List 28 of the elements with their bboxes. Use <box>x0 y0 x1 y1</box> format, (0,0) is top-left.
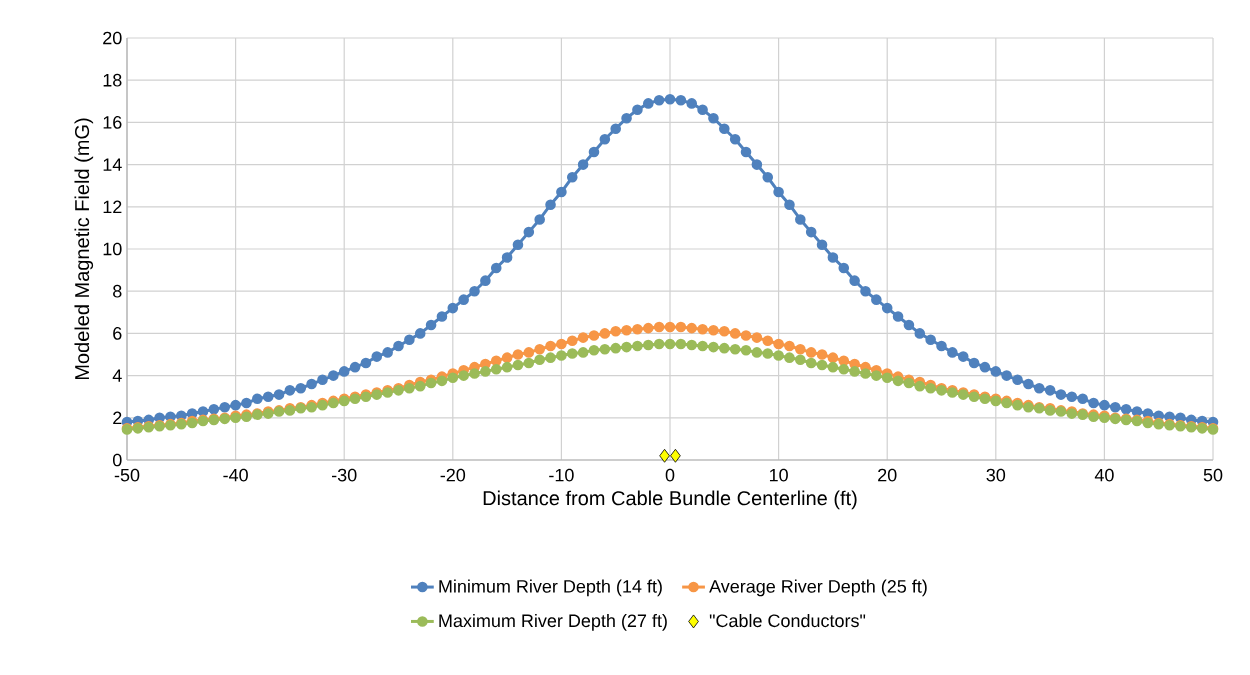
x-tick-label: -20 <box>440 468 466 482</box>
legend-label: Average River Depth (25 ft) <box>709 579 927 597</box>
x-tick-label: 30 <box>986 468 1006 482</box>
x-tick-label: 40 <box>1094 468 1114 482</box>
x-tick-label: 10 <box>769 468 788 482</box>
y-tick-label: 16 <box>103 116 122 129</box>
x-tick-label: -40 <box>223 468 248 482</box>
y-tick-label: 0 <box>112 453 122 467</box>
x-tick-label: 20 <box>878 468 897 482</box>
legend-label: Minimum River Depth (14 ft) <box>439 579 662 597</box>
y-tick-label: 2 <box>113 411 122 425</box>
y-tick-label: 4 <box>112 369 122 382</box>
x-tick-label: -10 <box>549 468 574 482</box>
y-tick-label: 12 <box>103 200 122 214</box>
y-tick-label: 8 <box>113 284 122 298</box>
x-tick-label: -30 <box>331 468 357 482</box>
y-tick-label: 6 <box>113 327 122 340</box>
y-tick-label: 18 <box>103 73 122 87</box>
legend-label: "Cable Conductors" <box>709 613 866 628</box>
y-tick-label: 14 <box>103 158 122 171</box>
x-tick-label: 0 <box>665 468 675 482</box>
x-tick-label: 50 <box>1203 468 1223 482</box>
y-tick-label: 20 <box>103 31 122 45</box>
legend-label: Maximum River Depth (27 ft) <box>439 613 667 631</box>
y-tick-label: 10 <box>103 242 122 256</box>
x-axis-title: Distance from Cable Bundle Centerline (ft) <box>483 490 857 510</box>
x-tick-label: -50 <box>114 468 140 482</box>
y-axis-title: Modeled Magnetic Field (mG) <box>74 118 94 380</box>
